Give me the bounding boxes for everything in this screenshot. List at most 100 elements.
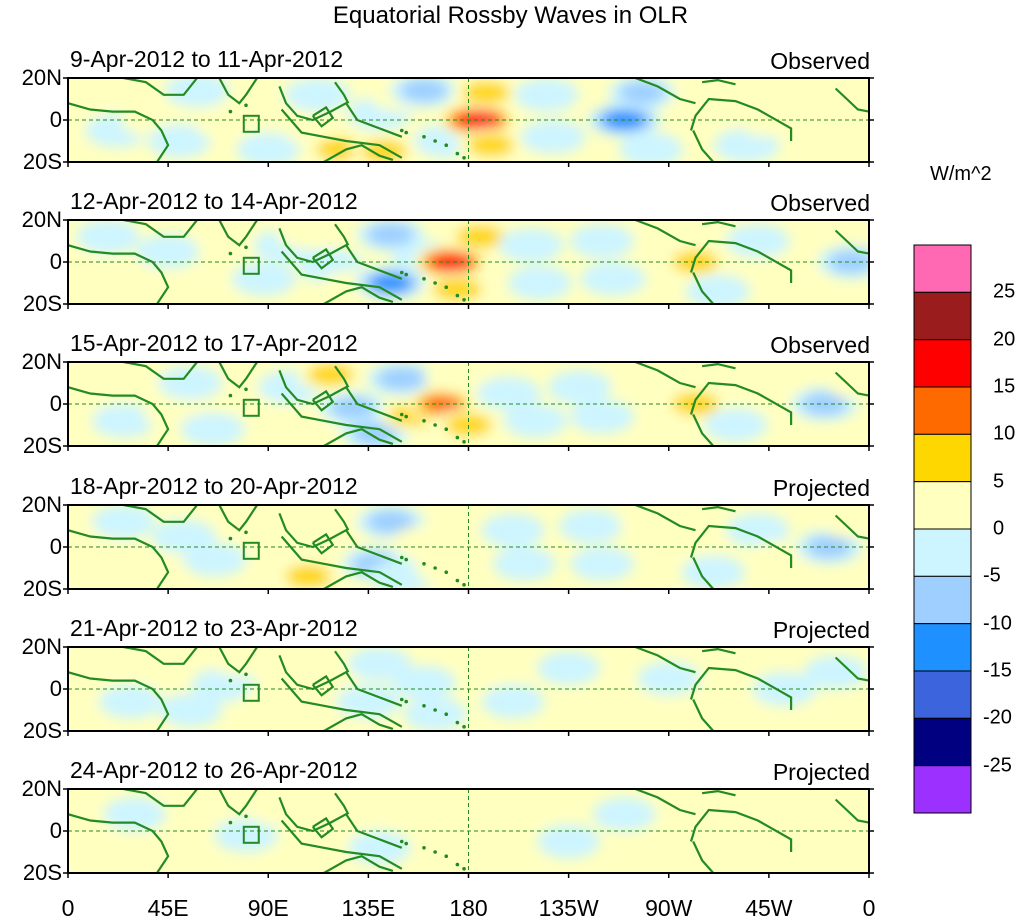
island-dot [433, 423, 437, 427]
colorbar [913, 244, 972, 814]
x-tick-label: 135E [341, 895, 396, 921]
anomaly-mark [726, 224, 790, 258]
coastline [323, 713, 394, 731]
island-dot [228, 251, 233, 256]
colorbar-tick-label: 5 [993, 470, 1005, 493]
coastline [635, 505, 696, 532]
island-dot [433, 139, 437, 143]
anomaly-mark [681, 555, 745, 589]
anomaly-mark [481, 797, 545, 832]
island-dot [404, 272, 409, 277]
coastline [635, 789, 696, 816]
anomaly-mark [826, 366, 869, 400]
coastline [311, 389, 335, 412]
anomaly-mark [820, 505, 869, 539]
anomaly-mark [307, 363, 354, 386]
anomaly-mark [593, 797, 656, 832]
anomaly-mark [704, 803, 767, 838]
anomaly-mark [209, 647, 274, 677]
anomaly-mark [804, 655, 868, 690]
anomaly-mark [806, 535, 852, 559]
anomaly-mark [685, 274, 750, 304]
island-dot [455, 435, 460, 440]
colorbar-swatch [913, 717, 972, 767]
anomaly-mark [558, 509, 623, 543]
anomaly-mark [430, 254, 471, 270]
island-dot [444, 570, 449, 574]
y-tick-label: 20N [21, 492, 62, 517]
anomaly-mark [236, 96, 301, 131]
anomaly-mark [726, 513, 790, 548]
coastline [323, 855, 394, 873]
panel-status: Observed [770, 332, 870, 358]
coastline [689, 239, 793, 283]
colorbar-tick-label: 0 [993, 517, 1005, 540]
coastline [635, 647, 696, 674]
anomaly-mark [670, 92, 735, 127]
coastline [68, 102, 170, 162]
y-tick-label: 20N [21, 65, 62, 90]
anomaly-mark [503, 403, 567, 438]
island-dot [455, 151, 460, 156]
coastline [323, 286, 394, 304]
colorbar-tick-label: 15 [993, 375, 1016, 398]
island-dot [244, 245, 248, 250]
island-dot [462, 440, 466, 444]
y-tick-label: 0 [49, 818, 62, 843]
anomaly-mark [347, 647, 412, 681]
region-box [242, 541, 260, 560]
coastline [218, 505, 259, 532]
anomaly-mark [498, 228, 564, 263]
anomaly-mark [467, 133, 514, 157]
anomaly-mark [771, 818, 834, 853]
y-tick-label: 20S [22, 718, 62, 743]
anomaly-mark [507, 266, 572, 300]
coastline [689, 808, 793, 852]
coastline [334, 365, 350, 388]
colorbar-swatch [913, 670, 972, 719]
island-dot [399, 128, 404, 133]
island-dot [244, 387, 248, 392]
coastline [323, 428, 394, 446]
island-dot [462, 156, 466, 160]
anomaly-mark [481, 513, 545, 548]
coastline [701, 362, 736, 370]
coastline [278, 227, 403, 280]
coastline [692, 130, 715, 162]
coastline [692, 557, 715, 589]
coastlines [68, 362, 869, 446]
coastline [218, 220, 259, 247]
anomaly-mark [377, 367, 427, 391]
coastline [334, 223, 350, 246]
anomaly-mark [672, 392, 719, 416]
coastline [280, 535, 403, 586]
coastline [123, 220, 198, 238]
anomaly-mark [76, 220, 140, 254]
coastline [701, 505, 736, 513]
anomaly-mark [183, 542, 247, 577]
coastline [834, 87, 869, 113]
anomaly-mark [92, 403, 156, 438]
anomaly-mark [367, 510, 415, 534]
panel-status: Observed [770, 48, 870, 74]
anomaly-mark [648, 826, 712, 861]
island-dot [422, 277, 426, 281]
anomaly-mark [276, 835, 340, 869]
anomaly-mark [361, 140, 407, 162]
anomaly-mark [618, 132, 683, 162]
panel-date-range: 24-Apr-2012 to 26-Apr-2012 [70, 757, 358, 783]
coastline [123, 505, 198, 523]
coastline [692, 699, 715, 731]
coastline [218, 789, 259, 816]
coastline [311, 105, 335, 128]
anomaly-mark [403, 697, 467, 731]
coastline [334, 792, 350, 815]
colorbar-units-label: W/m^2 [930, 163, 992, 185]
anomaly-mark [125, 651, 189, 685]
coastline [280, 392, 403, 443]
colorbar-swatch [913, 339, 972, 388]
anomaly-mark [231, 261, 296, 296]
panel-date-range: 12-Apr-2012 to 14-Apr-2012 [70, 188, 358, 214]
anomaly-mark [246, 534, 312, 569]
anomaly-mark [748, 540, 812, 575]
